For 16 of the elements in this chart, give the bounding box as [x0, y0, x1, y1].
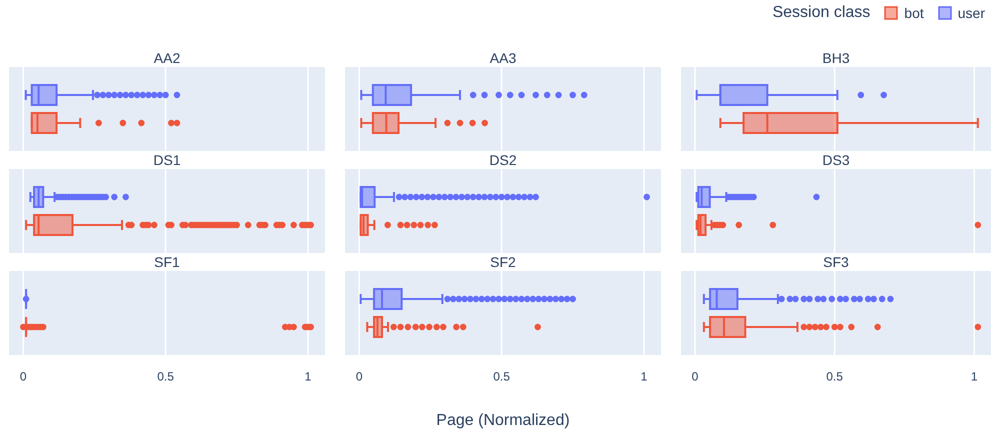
x-tick-label: 0 — [692, 370, 699, 384]
legend-label: bot — [904, 5, 924, 21]
x-tick-label: 1 — [640, 370, 648, 384]
x-tick-label: 0.5 — [826, 370, 844, 384]
annotation: BH3 — [821, 49, 851, 67]
legend-title: Session class — [772, 4, 870, 22]
x-axis-title: Page (Normalized) — [435, 412, 571, 430]
x-tick-label: 0 — [356, 370, 363, 384]
x-tick-label: 1 — [304, 370, 312, 384]
legend-label: user — [958, 5, 985, 21]
annotation: AA2 — [152, 49, 182, 67]
x-tick-label: 0.5 — [157, 370, 174, 384]
x-tick-label: 0 — [20, 370, 27, 384]
x-tick-label: 1 — [970, 370, 978, 384]
annotation: AA3 — [488, 49, 518, 67]
x-tick-label: 0.5 — [493, 370, 510, 384]
